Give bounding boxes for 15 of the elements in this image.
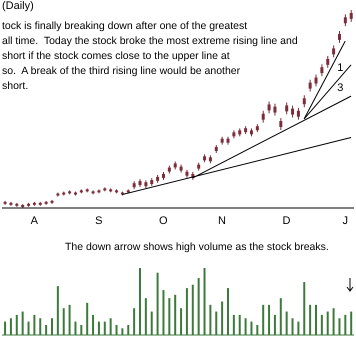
annotation: so. A break of the third rising line would be another [2,64,242,79]
annotation: all time. Today the stock broke the most extreme rising line and [2,34,298,49]
annotation: tock is finally breaking down after one of the greatest [2,19,248,34]
annotation: 1 [337,62,344,74]
x-tick-label: A [30,214,39,227]
x-tick-label: S [95,214,102,227]
x-tick-label: O [159,214,168,227]
annotation: short. [2,79,30,94]
x-tick-label: D [282,214,291,227]
x-tick-label: N [218,214,226,227]
annotation: 3 [337,82,344,94]
annotation: short if the stock comes close to the upper line at [2,49,231,64]
text: The down arrow shows high volume as the stock breaks. [65,241,329,253]
chart-title: (Daily) [2,0,34,12]
x-tick-label: J [342,214,348,227]
